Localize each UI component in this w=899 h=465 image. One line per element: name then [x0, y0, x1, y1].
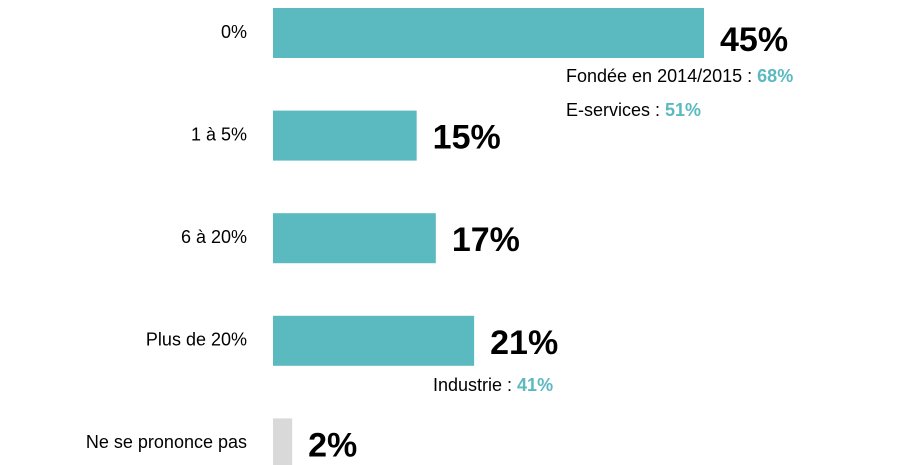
annotation: Industrie :41% — [433, 375, 553, 395]
bar — [273, 213, 436, 264]
annotation-text: E-services : — [566, 100, 660, 120]
annotation: Fondée en 2014/2015 :68% — [566, 66, 793, 86]
category-label: Plus de 20% — [146, 330, 247, 350]
bar — [273, 418, 293, 465]
annotation-text: Industrie : — [433, 375, 512, 395]
category-label: 1 à 5% — [191, 124, 247, 144]
annotation: E-services :51% — [566, 100, 701, 120]
bar — [273, 315, 475, 366]
value-label: 21% — [490, 324, 558, 362]
category-label: Ne se prononce pas — [86, 432, 247, 452]
bar — [273, 8, 704, 58]
value-label: 2% — [308, 426, 357, 464]
annotation-value: 68% — [757, 66, 793, 86]
value-label: 15% — [433, 119, 501, 157]
category-label: 0% — [221, 22, 247, 42]
annotation-value: 41% — [517, 375, 553, 395]
value-label: 45% — [720, 21, 788, 59]
annotation-text: Fondée en 2014/2015 : — [566, 66, 752, 86]
annotation-value: 51% — [665, 100, 701, 120]
bar — [273, 110, 417, 161]
value-label: 17% — [452, 221, 520, 259]
category-label: 6 à 20% — [181, 227, 247, 247]
